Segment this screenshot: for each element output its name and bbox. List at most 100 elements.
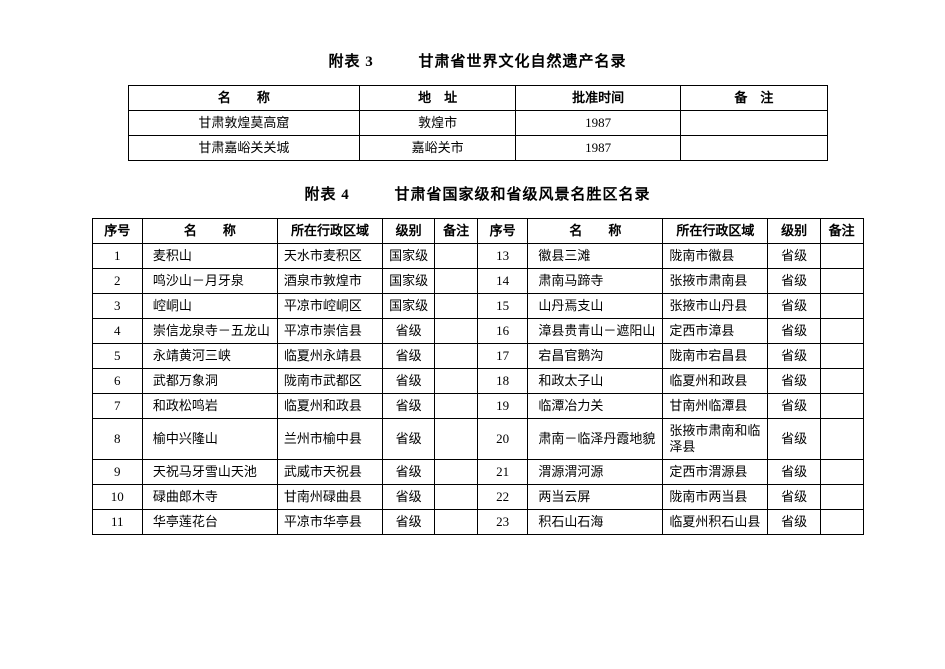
cell-name: 肃南马蹄寺 (528, 269, 663, 294)
t4-h-name: 名 称 (142, 219, 277, 244)
cell-level: 省级 (383, 319, 435, 344)
cell-name: 积石山石海 (528, 510, 663, 535)
cell-date: 1987 (516, 111, 681, 136)
cell-no: 8 (92, 419, 142, 460)
cell-name: 肃南－临泽丹霞地貌 (528, 419, 663, 460)
cell-region: 定西市渭源县 (663, 460, 768, 485)
cell-no: 16 (477, 319, 527, 344)
cell-note (820, 319, 863, 344)
cell-region: 酒泉市敦煌市 (277, 269, 382, 294)
t4-h-note: 备注 (435, 219, 478, 244)
table3: 名 称 地 址 批准时间 备 注 甘肃敦煌莫高窟 敦煌市 1987 甘肃嘉峪关关… (128, 85, 828, 161)
t4-h-note2: 备注 (820, 219, 863, 244)
table-row: 4崇信龙泉寺－五龙山平凉市崇信县省级16漳县贵青山－遮阳山定西市漳县省级 (92, 319, 863, 344)
cell-note (435, 244, 478, 269)
cell-addr: 嘉峪关市 (360, 136, 516, 161)
cell-region: 陇南市两当县 (663, 485, 768, 510)
cell-note (435, 319, 478, 344)
cell-note (820, 269, 863, 294)
cell-note (820, 485, 863, 510)
cell-level: 省级 (383, 344, 435, 369)
cell-region: 平凉市崇信县 (277, 319, 382, 344)
cell-note (820, 344, 863, 369)
cell-level: 省级 (383, 510, 435, 535)
cell-note (820, 419, 863, 460)
cell-name: 渭源渭河源 (528, 460, 663, 485)
table-row: 9天祝马牙雪山天池武威市天祝县省级21渭源渭河源定西市渭源县省级 (92, 460, 863, 485)
cell-level: 省级 (768, 294, 820, 319)
cell-region: 陇南市武都区 (277, 369, 382, 394)
cell-region: 临夏州永靖县 (277, 344, 382, 369)
cell-name: 鸣沙山－月牙泉 (142, 269, 277, 294)
t4-h-region2: 所在行政区域 (663, 219, 768, 244)
table-row: 1麦积山天水市麦积区国家级13徽县三滩陇南市徽县省级 (92, 244, 863, 269)
cell-no: 6 (92, 369, 142, 394)
cell-level: 省级 (768, 510, 820, 535)
cell-level: 省级 (383, 394, 435, 419)
table-row: 7和政松鸣岩临夏州和政县省级19临潭冶力关甘南州临潭县省级 (92, 394, 863, 419)
cell-name: 麦积山 (142, 244, 277, 269)
cell-region: 武威市天祝县 (277, 460, 382, 485)
cell-no: 18 (477, 369, 527, 394)
cell-note (435, 269, 478, 294)
table4: 序号 名 称 所在行政区域 级别 备注 序号 名 称 所在行政区域 级别 备注 … (92, 218, 864, 535)
cell-no: 19 (477, 394, 527, 419)
t4-h-region: 所在行政区域 (277, 219, 382, 244)
cell-level: 省级 (383, 419, 435, 460)
cell-level: 国家级 (383, 244, 435, 269)
cell-no: 20 (477, 419, 527, 460)
cell-no: 23 (477, 510, 527, 535)
cell-level: 省级 (383, 485, 435, 510)
cell-name: 宕昌官鹅沟 (528, 344, 663, 369)
table-row: 甘肃嘉峪关关城 嘉峪关市 1987 (128, 136, 827, 161)
table3-label: 附表 3 (328, 54, 373, 70)
cell-level: 省级 (768, 460, 820, 485)
cell-name: 永靖黄河三峡 (142, 344, 277, 369)
cell-name: 漳县贵青山－遮阳山 (528, 319, 663, 344)
cell-region: 兰州市榆中县 (277, 419, 382, 460)
table3-h-note: 备 注 (681, 86, 827, 111)
table3-h-addr: 地 址 (360, 86, 516, 111)
cell-note (820, 394, 863, 419)
table3-title: 附表 3 甘肃省世界文化自然遗产名录 (90, 50, 865, 71)
cell-note (820, 244, 863, 269)
cell-name: 崆峒山 (142, 294, 277, 319)
t4-h-name2: 名 称 (528, 219, 663, 244)
table-row: 甘肃敦煌莫高窟 敦煌市 1987 (128, 111, 827, 136)
cell-note (435, 344, 478, 369)
cell-addr: 敦煌市 (360, 111, 516, 136)
cell-note (435, 460, 478, 485)
table4-label: 附表 4 (304, 187, 349, 203)
cell-no: 17 (477, 344, 527, 369)
cell-region: 定西市漳县 (663, 319, 768, 344)
cell-region: 平凉市华亭县 (277, 510, 382, 535)
cell-note (435, 369, 478, 394)
cell-region: 甘南州碌曲县 (277, 485, 382, 510)
cell-level: 国家级 (383, 294, 435, 319)
cell-note (435, 294, 478, 319)
cell-name: 和政太子山 (528, 369, 663, 394)
cell-level: 省级 (768, 369, 820, 394)
cell-note (681, 111, 827, 136)
table3-h-date: 批准时间 (516, 86, 681, 111)
table3-header-row: 名 称 地 址 批准时间 备 注 (128, 86, 827, 111)
t4-h-level2: 级别 (768, 219, 820, 244)
cell-note (681, 136, 827, 161)
cell-level: 省级 (768, 319, 820, 344)
cell-region: 天水市麦积区 (277, 244, 382, 269)
cell-region: 张掖市山丹县 (663, 294, 768, 319)
cell-no: 7 (92, 394, 142, 419)
cell-note (820, 510, 863, 535)
cell-name: 天祝马牙雪山天池 (142, 460, 277, 485)
cell-no: 14 (477, 269, 527, 294)
cell-note (435, 419, 478, 460)
table-row: 6武都万象洞陇南市武都区省级18和政太子山临夏州和政县省级 (92, 369, 863, 394)
cell-name: 碌曲郎木寺 (142, 485, 277, 510)
table3-h-name: 名 称 (128, 86, 360, 111)
cell-region: 平凉市崆峒区 (277, 294, 382, 319)
cell-name: 两当云屏 (528, 485, 663, 510)
cell-no: 4 (92, 319, 142, 344)
cell-level: 国家级 (383, 269, 435, 294)
table4-title: 附表 4 甘肃省国家级和省级风景名胜区名录 (90, 183, 865, 204)
table4-heading: 甘肃省国家级和省级风景名胜区名录 (395, 187, 651, 203)
